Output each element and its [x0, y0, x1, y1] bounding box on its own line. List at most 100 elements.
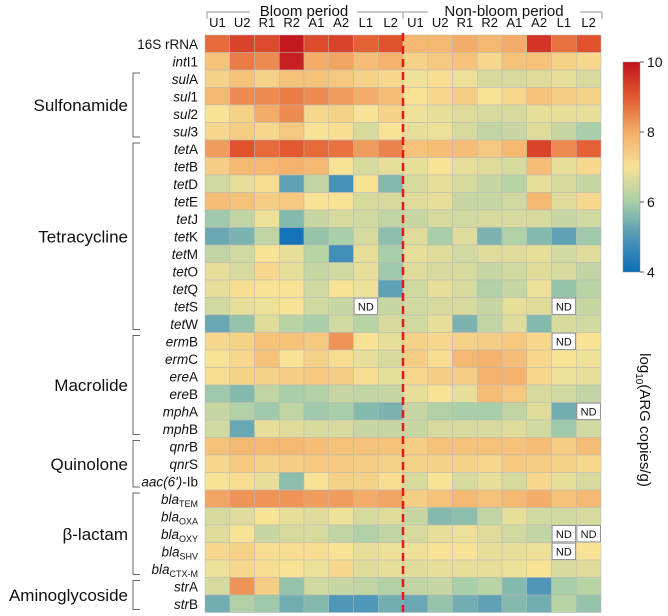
heatmap-cell [501, 244, 527, 263]
heatmap-cell [477, 384, 503, 403]
heatmap-cell [501, 262, 527, 281]
heatmap-cell [576, 349, 602, 368]
heatmap-cell [427, 244, 453, 263]
column-label: R1 [457, 15, 474, 30]
heatmap-cell [204, 122, 230, 141]
heatmap-cell [551, 402, 577, 421]
heatmap-cell [551, 104, 577, 123]
heatmap-cell [254, 174, 280, 193]
column-label: A1 [506, 15, 522, 30]
heatmap-cell [229, 507, 255, 526]
heatmap-cell [254, 262, 280, 281]
heatmap-cell [501, 489, 527, 508]
row-label: tetM [172, 247, 198, 262]
heatmap-cell [526, 297, 552, 316]
heatmap-cell [328, 419, 354, 438]
heatmap-cell [477, 209, 503, 228]
heatmap-cell [551, 314, 577, 333]
group-bracket [132, 142, 140, 330]
heatmap-cell [229, 104, 255, 123]
heatmap-cell [328, 384, 354, 403]
heatmap-cell [427, 157, 453, 176]
row-label: tetB [174, 159, 198, 174]
heatmap-cell [576, 34, 602, 53]
heatmap-cell [303, 577, 329, 596]
heatmap-cell [303, 69, 329, 88]
heatmap-cell [254, 402, 280, 421]
heatmap-cell [477, 69, 503, 88]
heatmap-cell [452, 174, 478, 193]
heatmap-cell [452, 52, 478, 71]
heatmap-cell [477, 402, 503, 421]
heatmap-cell [378, 577, 404, 596]
heatmap-cell [402, 209, 428, 228]
heatmap-cell [353, 594, 379, 613]
heatmap-cell [477, 104, 503, 123]
heatmap-cell [353, 174, 379, 193]
heatmap-cell [328, 507, 354, 526]
heatmap-cell [427, 454, 453, 473]
heatmap-cell [526, 559, 552, 578]
heatmap-cell [328, 262, 354, 281]
heatmap-cell [328, 577, 354, 596]
heatmap-cell [378, 419, 404, 438]
heatmap-cell [279, 174, 305, 193]
heatmap-cell [427, 104, 453, 123]
heatmap-cell [452, 332, 478, 351]
heatmap-cell [501, 367, 527, 386]
heatmap-cell [229, 367, 255, 386]
row-label: strA [174, 579, 198, 594]
heatmap-cell [427, 367, 453, 386]
row-label: sul2 [173, 107, 198, 122]
heatmap-cell [477, 279, 503, 298]
heatmap-cell [452, 262, 478, 281]
heatmap-cell [452, 34, 478, 53]
heatmap-cell-missing [353, 297, 379, 315]
column-label: A2 [531, 15, 547, 30]
non-bloom-period-label: Non-bloom period [444, 3, 563, 20]
heatmap-cell [402, 244, 428, 263]
heatmap-cell [452, 69, 478, 88]
heatmap-cell [328, 52, 354, 71]
heatmap-cell [402, 279, 428, 298]
column-label: L1 [359, 15, 373, 30]
heatmap-cell [452, 472, 478, 491]
heatmap-cell [353, 244, 379, 263]
heatmap-cell [427, 437, 453, 456]
heatmap-cell [576, 594, 602, 613]
heatmap-cell [328, 192, 354, 211]
heatmap-cell [501, 174, 527, 193]
heatmap-cell [452, 367, 478, 386]
heatmap-cell [229, 524, 255, 543]
heatmap-cell [551, 437, 577, 456]
heatmap-cell [303, 384, 329, 403]
colorbar-label-log: log [636, 353, 653, 373]
heatmap-cell [501, 314, 527, 333]
heatmap-cell [353, 69, 379, 88]
heatmap-cell [254, 244, 280, 263]
heatmap-cell [378, 524, 404, 543]
colorbar-label-base: 10 [633, 373, 644, 385]
heatmap-cell [576, 489, 602, 508]
heatmap-cell [279, 262, 305, 281]
heatmap-cell [229, 419, 255, 438]
heatmap-cell [254, 489, 280, 508]
heatmap-cell [378, 384, 404, 403]
heatmap-cell [551, 454, 577, 473]
heatmap-cell [477, 419, 503, 438]
heatmap-cell [353, 489, 379, 508]
row-labels: 16S rRNA intI1 sulA sul1 sul2 sul3 tetA tetB tet… [137, 37, 198, 612]
heatmap-cell [551, 227, 577, 246]
heatmap-cell [402, 402, 428, 421]
heatmap-cell [378, 437, 404, 456]
heatmap-cell [501, 52, 527, 71]
heatmap-cell [477, 437, 503, 456]
heatmap-cell [477, 349, 503, 368]
row-label: qnrB [169, 439, 198, 454]
heatmap-cell [378, 244, 404, 263]
heatmap-cell [254, 69, 280, 88]
heatmap-cell [551, 69, 577, 88]
heatmap-cell [229, 192, 255, 211]
heatmap-cell [501, 559, 527, 578]
heatmap-cell [551, 52, 577, 71]
